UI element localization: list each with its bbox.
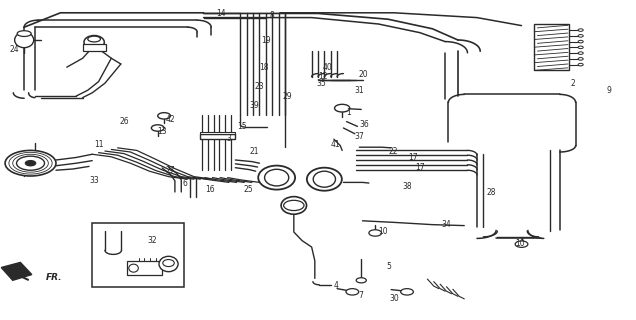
- Ellipse shape: [163, 260, 174, 267]
- Text: 35: 35: [316, 79, 326, 88]
- Text: 29: 29: [282, 92, 293, 101]
- Text: 16: 16: [205, 185, 215, 194]
- Circle shape: [578, 40, 583, 43]
- Circle shape: [401, 289, 413, 295]
- Bar: [534, 24, 569, 70]
- Text: 10: 10: [515, 239, 525, 248]
- Text: 38: 38: [402, 182, 412, 191]
- Ellipse shape: [258, 166, 295, 189]
- Bar: [83, 44, 106, 51]
- Circle shape: [578, 58, 583, 60]
- Text: 27: 27: [165, 166, 176, 175]
- Text: 28: 28: [487, 188, 495, 197]
- Circle shape: [158, 113, 170, 119]
- Text: 13: 13: [157, 127, 167, 136]
- Text: 37: 37: [354, 132, 364, 140]
- Ellipse shape: [281, 196, 307, 214]
- Text: 34: 34: [441, 220, 452, 229]
- Circle shape: [356, 278, 366, 283]
- Text: 3: 3: [226, 134, 232, 143]
- Circle shape: [369, 230, 382, 236]
- Circle shape: [346, 289, 359, 295]
- Circle shape: [17, 156, 45, 170]
- Ellipse shape: [159, 256, 178, 272]
- Text: 15: 15: [237, 122, 247, 131]
- Text: 7: 7: [359, 291, 364, 300]
- Circle shape: [335, 104, 350, 112]
- Text: 2: 2: [570, 79, 575, 88]
- Circle shape: [284, 200, 304, 211]
- Text: 21: 21: [250, 147, 259, 156]
- Text: 12: 12: [319, 72, 328, 81]
- Text: 23: 23: [254, 82, 265, 91]
- Text: 5: 5: [387, 262, 392, 271]
- Text: 17: 17: [408, 153, 418, 162]
- Text: 25: 25: [243, 185, 253, 194]
- Text: 41: 41: [331, 140, 341, 149]
- Text: 22: 22: [389, 147, 398, 156]
- Text: 30: 30: [389, 294, 399, 303]
- Circle shape: [515, 241, 528, 247]
- Circle shape: [25, 161, 36, 166]
- Text: 36: 36: [359, 120, 369, 129]
- Ellipse shape: [314, 171, 336, 187]
- Bar: [200, 134, 235, 139]
- Text: 6: 6: [182, 179, 187, 188]
- Text: 11: 11: [94, 140, 103, 149]
- Text: 26: 26: [119, 117, 129, 126]
- Text: 32: 32: [148, 236, 158, 245]
- Text: 14: 14: [216, 9, 226, 18]
- Ellipse shape: [15, 32, 34, 48]
- Text: 39: 39: [249, 101, 259, 110]
- Ellipse shape: [84, 36, 104, 49]
- Text: 9: 9: [607, 86, 612, 95]
- Ellipse shape: [265, 169, 289, 186]
- Text: 40: 40: [322, 63, 333, 72]
- Text: 10: 10: [378, 227, 388, 236]
- Text: 18: 18: [259, 63, 268, 72]
- Circle shape: [151, 125, 164, 131]
- Polygon shape: [1, 262, 32, 280]
- Text: 4: 4: [333, 281, 338, 290]
- Bar: [92, 223, 184, 287]
- Circle shape: [578, 52, 583, 54]
- Circle shape: [578, 29, 583, 31]
- Text: 1: 1: [346, 108, 351, 116]
- Text: FR.: FR.: [46, 273, 62, 282]
- Text: 17: 17: [415, 163, 425, 172]
- Text: 42: 42: [165, 115, 176, 124]
- Ellipse shape: [17, 31, 31, 36]
- Circle shape: [578, 35, 583, 37]
- Ellipse shape: [88, 36, 100, 42]
- Circle shape: [578, 63, 583, 66]
- Ellipse shape: [307, 168, 342, 191]
- Circle shape: [5, 150, 56, 176]
- Text: 20: 20: [359, 70, 369, 79]
- Circle shape: [578, 46, 583, 49]
- Text: 31: 31: [354, 86, 364, 95]
- Bar: [200, 132, 235, 134]
- Ellipse shape: [128, 264, 139, 272]
- Text: 19: 19: [261, 36, 271, 45]
- Text: 8: 8: [270, 11, 275, 20]
- Bar: [127, 261, 162, 275]
- Text: 24: 24: [9, 45, 19, 54]
- Text: 33: 33: [89, 176, 99, 185]
